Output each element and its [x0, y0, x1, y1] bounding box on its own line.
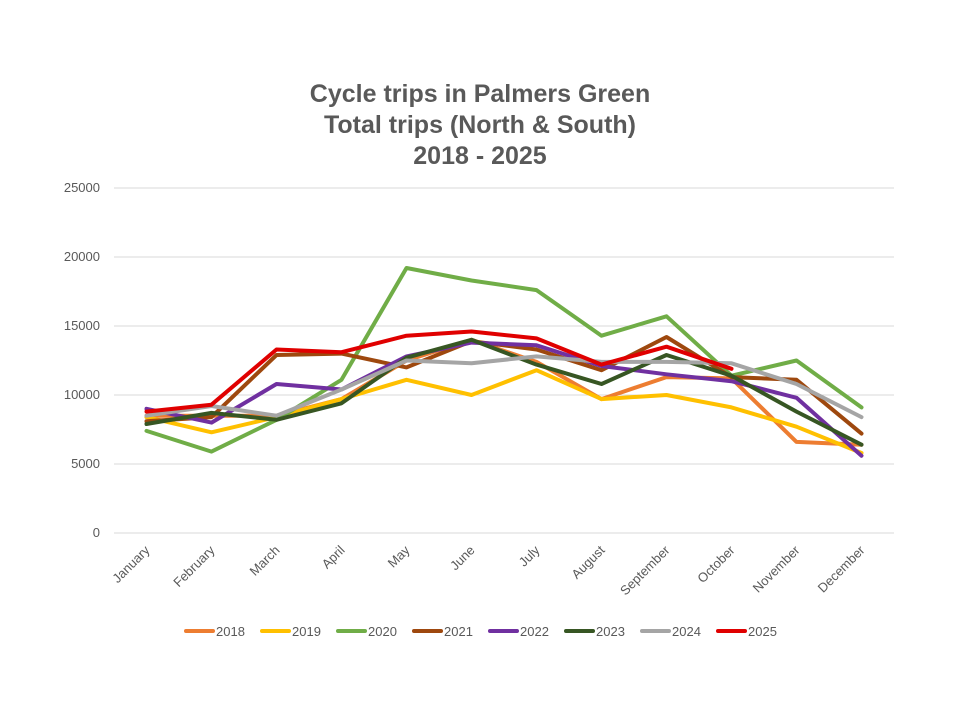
legend-item-2024: 2024	[640, 624, 701, 639]
legend-label-2025: 2025	[748, 624, 777, 639]
legend-label-2018: 2018	[216, 624, 245, 639]
legend-label-2021: 2021	[444, 624, 473, 639]
x-tick-label-april: April	[319, 542, 348, 571]
x-tick-label-december: December	[815, 542, 868, 595]
series-line-2024	[144, 354, 864, 420]
y-tick-label-5000: 5000	[71, 456, 100, 471]
series-line-2020	[144, 266, 864, 454]
x-tick-label-november: November	[750, 542, 803, 595]
legend: 2018 2019 2020 2021 2022 2023 2024 2025	[184, 624, 777, 639]
chart-title-line-2: Total trips (North & South)	[324, 111, 636, 139]
series-lines	[144, 266, 864, 458]
x-axis-ticks: January February March April May June July Augu…	[109, 542, 868, 598]
legend-item-2022: 2022	[488, 624, 549, 639]
gridlines	[114, 187, 894, 534]
x-tick-label-september: September	[617, 542, 673, 598]
legend-item-2018: 2018	[184, 624, 245, 639]
legend-item-2019: 2019	[260, 624, 321, 639]
legend-item-2025: 2025	[716, 624, 777, 639]
chart-title-line-1: Cycle trips in Palmers Green	[310, 80, 650, 108]
y-tick-label-25000: 25000	[64, 180, 100, 195]
legend-item-2021: 2021	[412, 624, 473, 639]
y-tick-label-10000: 10000	[64, 387, 100, 402]
y-tick-label-20000: 20000	[64, 249, 100, 264]
series-line-2023	[144, 337, 864, 447]
legend-item-2023: 2023	[564, 624, 625, 639]
series-line-2025	[144, 329, 734, 414]
x-tick-label-july: July	[516, 542, 543, 569]
x-tick-label-january: January	[109, 542, 153, 586]
y-tick-label-0: 0	[93, 525, 100, 540]
legend-label-2020: 2020	[368, 624, 397, 639]
x-tick-label-march: March	[246, 543, 282, 579]
legend-label-2024: 2024	[672, 624, 701, 639]
legend-label-2022: 2022	[520, 624, 549, 639]
y-tick-label-15000: 15000	[64, 318, 100, 333]
x-tick-label-august: August	[568, 542, 607, 581]
legend-item-2020: 2020	[336, 624, 397, 639]
legend-label-2023: 2023	[596, 624, 625, 639]
x-tick-label-october: October	[694, 542, 738, 586]
x-tick-label-february: February	[170, 542, 218, 590]
legend-label-2019: 2019	[292, 624, 321, 639]
x-tick-label-may: May	[385, 542, 413, 570]
y-axis-ticks: 0 5000 10000 15000 20000 25000	[64, 180, 100, 540]
x-tick-label-june: June	[447, 543, 478, 574]
chart-title-line-3: 2018 - 2025	[413, 142, 547, 170]
